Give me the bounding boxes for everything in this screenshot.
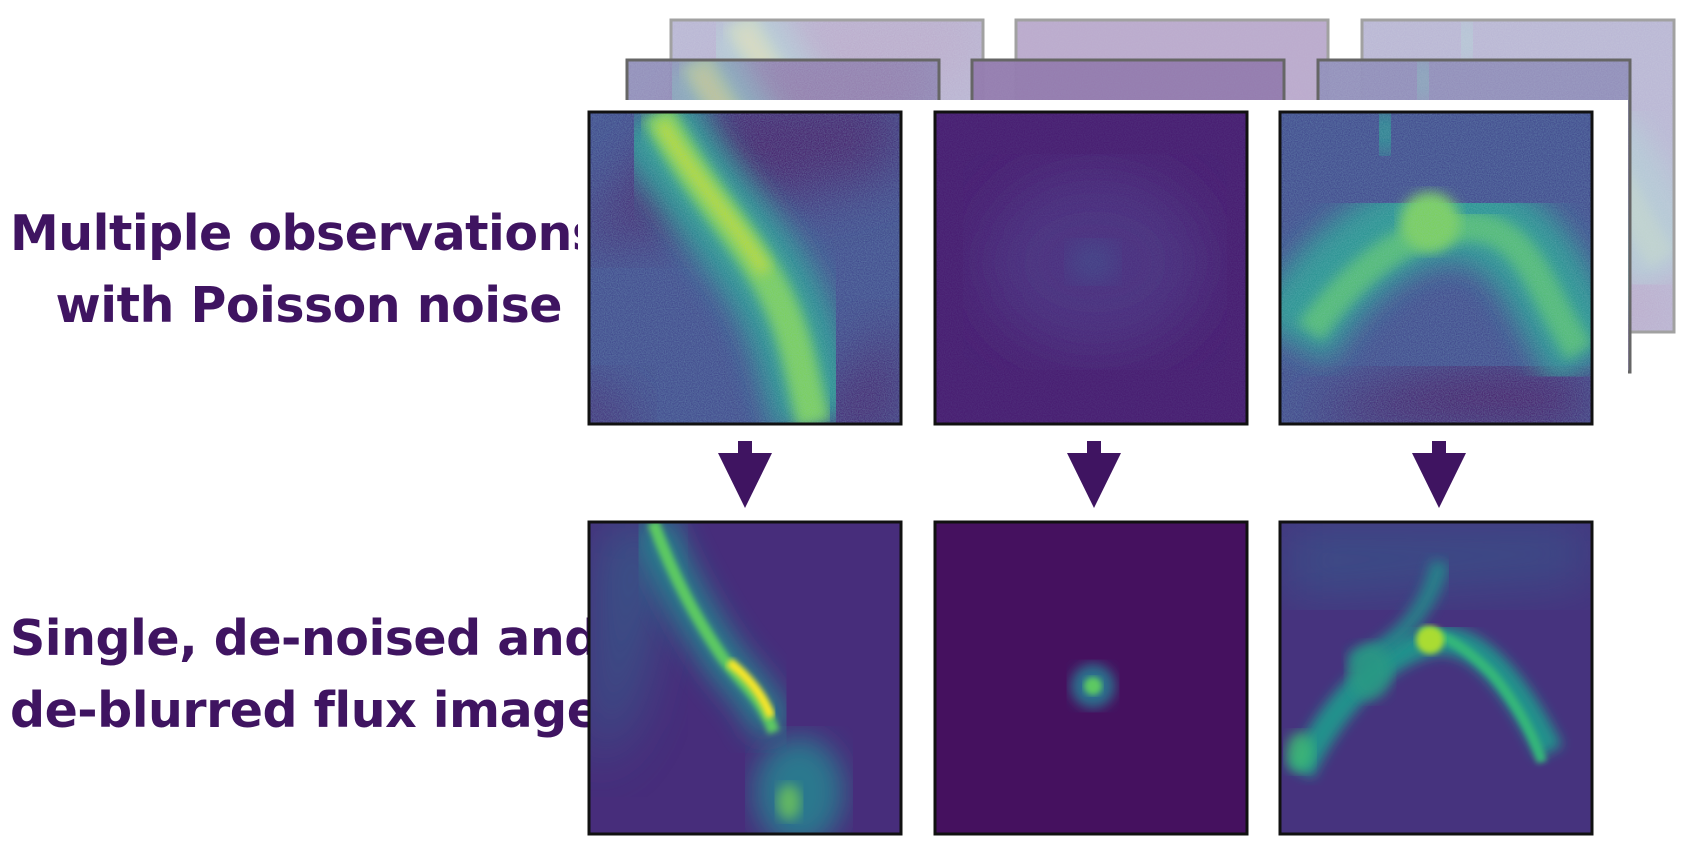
down-arrow-icon [1067,441,1121,508]
observation-frame-1 [587,110,903,426]
flux-frame-1 [587,520,903,836]
result-label-line-2: de-blurred flux image [10,682,600,739]
observation-row [569,92,1594,442]
observations-label-line-1: Multiple observations [10,205,601,262]
flux-frame-2 [933,520,1249,836]
flux-panel-3 [1280,522,1592,834]
down-arrow-icon [1412,441,1466,508]
observations-label-line-2: with Poisson noise [55,277,563,334]
observation-panel-1 [569,92,901,442]
observation-panel-3 [1280,112,1592,424]
result-label-line-1: Single, de-noised and [10,610,599,667]
flux-panel-2 [935,522,1247,834]
arrows [718,441,1466,508]
flux-frame-3 [1278,520,1594,836]
flux-row [587,520,1594,847]
flux-panel-1 [589,522,901,847]
down-arrow-icon [718,441,772,508]
observations-label: Multiple observations with Poisson noise [10,198,601,342]
observation-panel-2 [935,112,1247,424]
observation-frame-2 [933,110,1249,426]
result-label: Single, de-noised and de-blurred flux im… [10,603,600,747]
observation-frame-3 [1278,110,1594,426]
